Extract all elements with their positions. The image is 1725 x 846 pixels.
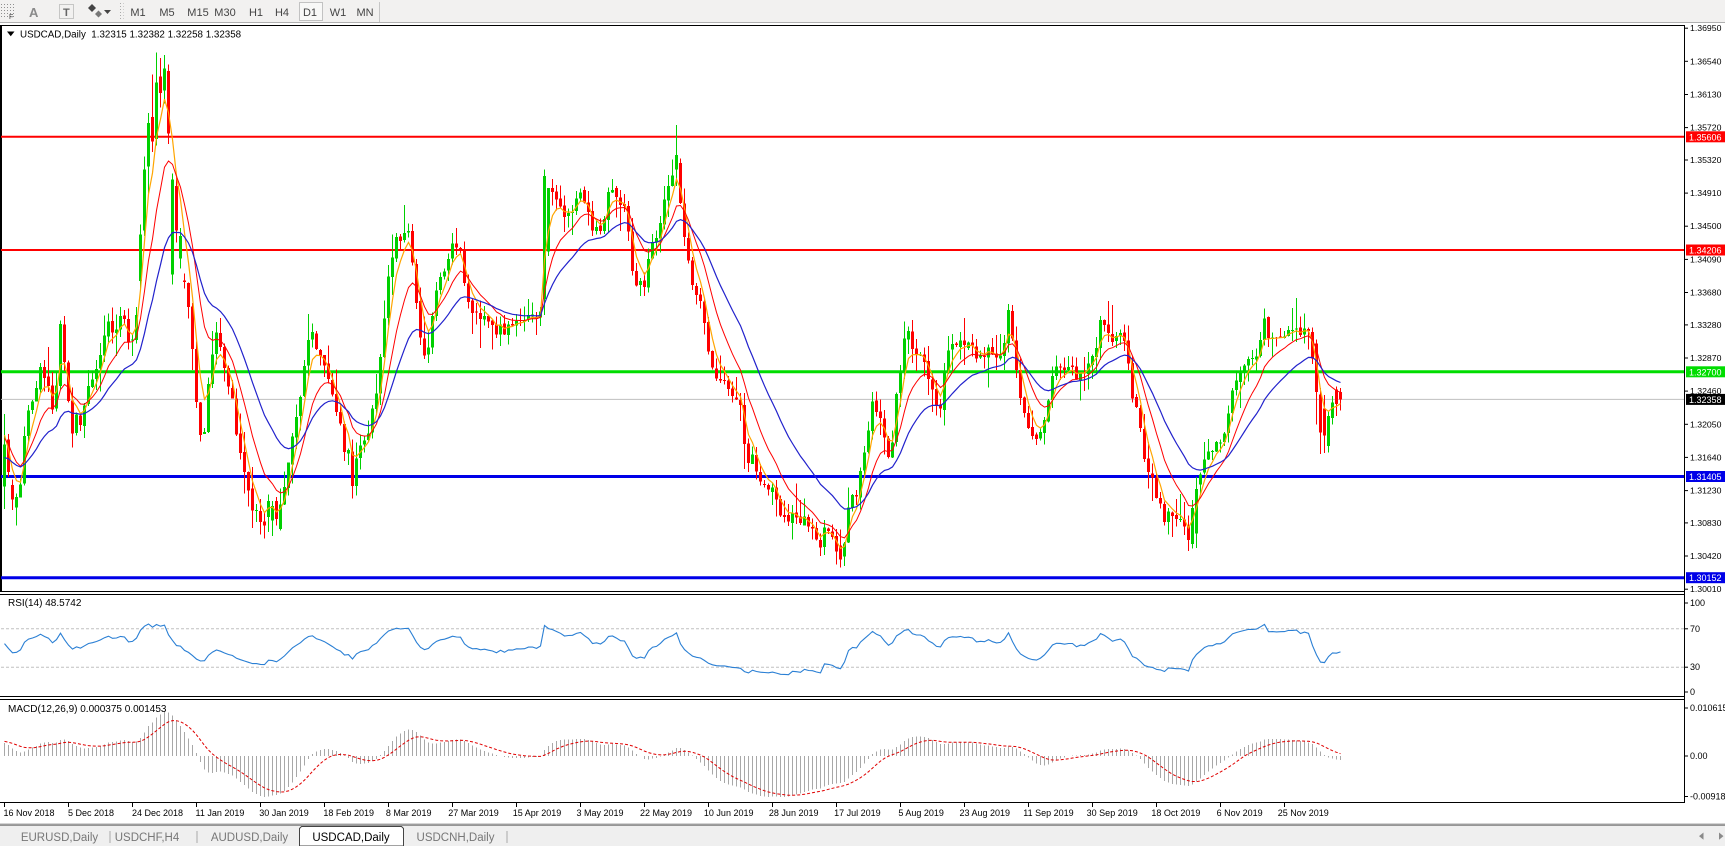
svg-text:25 Nov 2019: 25 Nov 2019	[1278, 808, 1329, 818]
svg-text:1.32870: 1.32870	[1690, 353, 1722, 363]
svg-text:1.32700: 1.32700	[1689, 367, 1722, 377]
svg-text:AUDUSD,Daily: AUDUSD,Daily	[211, 832, 289, 844]
svg-text:1.30420: 1.30420	[1690, 551, 1722, 561]
svg-text:D1: D1	[303, 7, 317, 19]
svg-text:23 Aug 2019: 23 Aug 2019	[960, 808, 1011, 818]
svg-text:1.35606: 1.35606	[1689, 132, 1722, 142]
svg-text:M15: M15	[187, 7, 208, 19]
svg-text:8 Mar 2019: 8 Mar 2019	[386, 808, 432, 818]
svg-text:1.36130: 1.36130	[1690, 90, 1722, 100]
svg-text:RSI(14) 48.5742: RSI(14) 48.5742	[8, 598, 82, 609]
svg-text:F: F	[9, 14, 13, 21]
svg-text:15 Apr 2019: 15 Apr 2019	[513, 808, 562, 818]
svg-text:10 Jun 2019: 10 Jun 2019	[704, 808, 754, 818]
svg-text:30: 30	[1690, 662, 1700, 672]
svg-text:5 Dec 2018: 5 Dec 2018	[68, 808, 114, 818]
svg-text:USDCAD,Daily 1.32315 1.32382: USDCAD,Daily 1.32315 1.32382 1.32258 1.3…	[20, 30, 242, 41]
svg-text:27 Mar 2019: 27 Mar 2019	[448, 808, 499, 818]
svg-text:USDCAD,Daily: USDCAD,Daily	[312, 832, 390, 844]
svg-text:T: T	[63, 7, 70, 19]
svg-text:11 Jan 2019: 11 Jan 2019	[196, 808, 245, 818]
svg-text:1.31230: 1.31230	[1690, 486, 1722, 496]
svg-text:70: 70	[1690, 624, 1700, 634]
svg-text:6 Nov 2019: 6 Nov 2019	[1217, 808, 1263, 818]
svg-text:1.31640: 1.31640	[1690, 452, 1722, 462]
svg-text:-0.00918: -0.00918	[1690, 792, 1725, 802]
svg-text:1.32358: 1.32358	[1689, 395, 1722, 405]
svg-text:1.34500: 1.34500	[1690, 221, 1722, 231]
svg-text:1.32050: 1.32050	[1690, 419, 1722, 429]
svg-text:M30: M30	[214, 7, 235, 19]
svg-text:3 May 2019: 3 May 2019	[576, 808, 623, 818]
svg-text:11 Sep 2019: 11 Sep 2019	[1023, 808, 1073, 818]
svg-text:18 Feb 2019: 18 Feb 2019	[323, 808, 374, 818]
svg-text:1.32460: 1.32460	[1690, 386, 1722, 396]
svg-text:24 Dec 2018: 24 Dec 2018	[132, 808, 183, 818]
svg-text:1.34206: 1.34206	[1689, 246, 1722, 256]
svg-text:W1: W1	[330, 7, 347, 19]
svg-text:1.33280: 1.33280	[1690, 320, 1722, 330]
svg-text:1.33680: 1.33680	[1690, 288, 1722, 298]
svg-text:1.30010: 1.30010	[1690, 584, 1722, 594]
svg-text:USDCNH,Daily: USDCNH,Daily	[417, 832, 495, 844]
svg-text:1.36540: 1.36540	[1690, 56, 1722, 66]
svg-text:1.34910: 1.34910	[1690, 188, 1722, 198]
svg-text:30 Jan 2019: 30 Jan 2019	[259, 808, 309, 818]
svg-text:5 Aug 2019: 5 Aug 2019	[898, 808, 944, 818]
svg-text:MN: MN	[356, 7, 373, 19]
svg-text:M5: M5	[159, 7, 174, 19]
svg-text:MACD(12,26,9) 0.000375 0.00145: MACD(12,26,9) 0.000375 0.001453	[8, 704, 167, 715]
svg-text:A: A	[29, 5, 39, 20]
svg-text:22 May 2019: 22 May 2019	[640, 808, 692, 818]
svg-text:1.30152: 1.30152	[1689, 573, 1722, 583]
svg-text:H1: H1	[249, 7, 263, 19]
svg-text:1.35320: 1.35320	[1690, 155, 1722, 165]
svg-text:0.010615: 0.010615	[1690, 703, 1725, 713]
svg-text:17 Jul 2019: 17 Jul 2019	[834, 808, 881, 818]
svg-text:USDCHF,H4: USDCHF,H4	[115, 832, 180, 844]
svg-text:EURUSD,Daily: EURUSD,Daily	[21, 832, 99, 844]
svg-text:1.35720: 1.35720	[1690, 123, 1722, 133]
svg-text:M1: M1	[130, 7, 145, 19]
svg-text:1.30830: 1.30830	[1690, 518, 1722, 528]
svg-text:1.34090: 1.34090	[1690, 254, 1722, 264]
svg-text:1.31405: 1.31405	[1689, 472, 1722, 482]
svg-text:16 Nov 2018: 16 Nov 2018	[3, 808, 54, 818]
svg-text:28 Jun 2019: 28 Jun 2019	[769, 808, 819, 818]
svg-text:0: 0	[1690, 687, 1695, 697]
svg-text:H4: H4	[275, 7, 289, 19]
svg-text:100: 100	[1690, 598, 1705, 608]
svg-text:30 Sep 2019: 30 Sep 2019	[1087, 808, 1138, 818]
svg-text:18 Oct 2019: 18 Oct 2019	[1151, 808, 1200, 818]
svg-text:0.00: 0.00	[1690, 751, 1708, 761]
svg-text:1.36950: 1.36950	[1690, 23, 1722, 33]
